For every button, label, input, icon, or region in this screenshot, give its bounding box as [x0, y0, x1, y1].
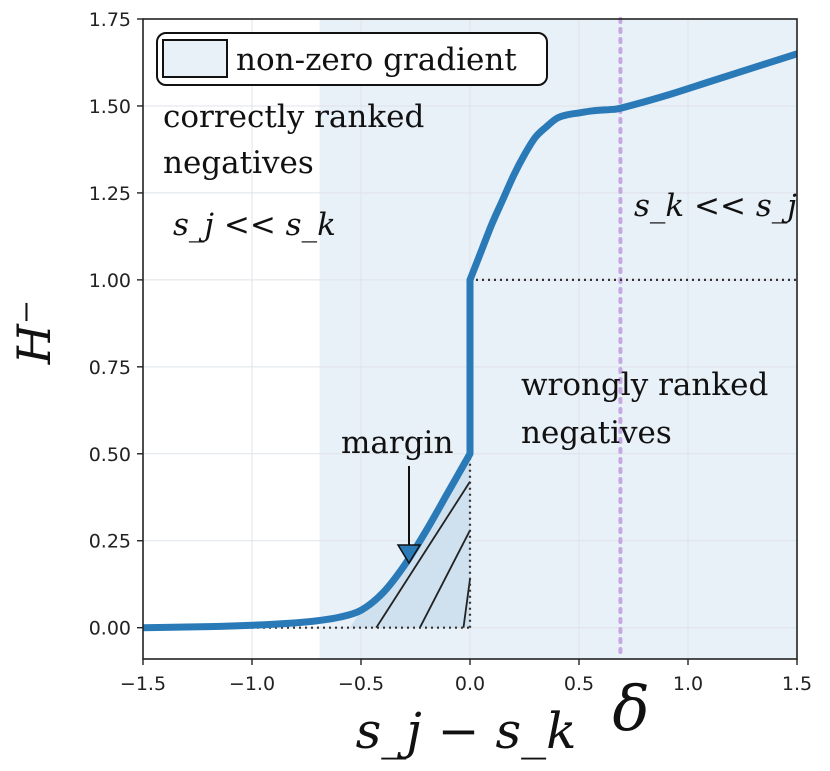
y-tick-label: 0.25	[89, 531, 131, 553]
correct-label-line2: negatives	[163, 145, 314, 181]
y-tick-label: 0.00	[89, 618, 131, 640]
y-tick-label: 0.50	[89, 444, 131, 466]
y-tick-label: 1.50	[89, 96, 131, 118]
x-tick-label: −0.5	[338, 673, 384, 695]
x-tick-label: −1.5	[120, 673, 166, 695]
x-tick-label: 0.0	[455, 673, 485, 695]
x-tick-label: 1.0	[673, 673, 703, 695]
y-axis: 0.00 0.25 0.50 0.75 1.00 1.25 1.50 1.75	[89, 9, 143, 640]
legend-box	[156, 32, 548, 86]
non-zero-gradient-region	[319, 19, 797, 659]
x-tick-label: −1.0	[229, 673, 275, 695]
wrong-condition: s_k << s_j	[634, 188, 797, 224]
x-tick-label: 0.5	[564, 673, 594, 695]
legend: non-zero gradient	[156, 32, 548, 86]
wrong-label-line2: negatives	[521, 415, 672, 451]
series-curve	[143, 50, 797, 632]
y-tick-label: 0.75	[89, 357, 131, 379]
x-axis-label: s_j − s_k	[356, 702, 577, 760]
legend-entry: non-zero gradient	[236, 42, 517, 78]
correct-condition: s_j << s_k	[173, 207, 336, 243]
margin-area	[350, 453, 471, 629]
margin-fill	[350, 453, 470, 628]
legend-swatch	[162, 39, 228, 78]
x-tick-label: 1.5	[782, 673, 812, 695]
y-tick-label: 1.00	[89, 270, 131, 292]
delta-label: δ	[612, 672, 649, 745]
y-tick-label: 1.25	[89, 183, 131, 205]
y-axis-label: H⁻	[7, 300, 61, 365]
correct-label-line1: correctly ranked	[163, 99, 424, 135]
margin-hatch	[375, 481, 471, 629]
x-axis: −1.5 −1.0 −0.5 0.0 0.5 1.0 1.5	[120, 659, 812, 695]
wrong-label-line1: wrongly ranked	[521, 367, 768, 403]
margin-arrow-head	[396, 544, 422, 565]
margin-label: margin	[341, 425, 453, 461]
margin-hatch	[419, 529, 471, 629]
y-tick-label: 1.75	[89, 9, 131, 31]
margin-hatch	[462, 578, 471, 628]
